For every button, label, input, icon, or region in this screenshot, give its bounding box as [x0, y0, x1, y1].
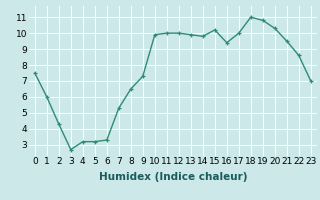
X-axis label: Humidex (Indice chaleur): Humidex (Indice chaleur): [99, 172, 247, 182]
